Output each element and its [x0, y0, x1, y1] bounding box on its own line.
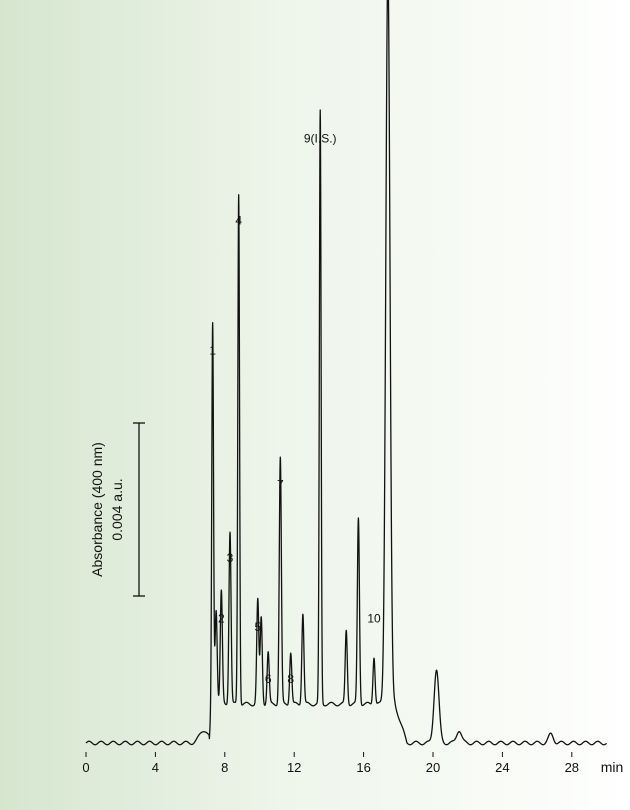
scale-bar-label-line2: 0.004 a.u.	[109, 478, 125, 540]
peak-label-2: 2	[218, 612, 225, 626]
x-tick-label-5: 20	[426, 760, 440, 775]
x-tick-label-7: 28	[565, 760, 579, 775]
x-tick-label-4: 16	[356, 760, 370, 775]
x-tick-label-1: 4	[152, 760, 159, 775]
peak-label-4: 4	[235, 214, 242, 228]
peak-label-5: 5	[254, 620, 261, 634]
x-tick-label-0: 0	[82, 760, 89, 775]
scale-bar-label-line1: Absorbance (400 nm)	[89, 442, 105, 577]
peak-labels: 1 2 3 4 5 6 7 8 9(I.S.) 10	[209, 132, 381, 687]
chromatogram-trace-group	[85, 0, 607, 746]
peak-label-6: 6	[265, 672, 272, 686]
x-tick-label-2: 8	[221, 760, 228, 775]
peak-label-1: 1	[209, 343, 216, 357]
peak-label-8: 8	[287, 672, 294, 686]
peak-label-3: 3	[227, 551, 234, 565]
x-tick-label-3: 12	[287, 760, 301, 775]
peak-label-7: 7	[277, 478, 284, 492]
x-axis: 0 4 8 12 16 20 24 28 min	[82, 752, 623, 775]
x-tick-label-6: 24	[495, 760, 509, 775]
x-unit-label: min	[601, 759, 624, 775]
peak-label-9: 9(I.S.)	[304, 132, 337, 146]
absorbance-scale-bar: Absorbance (400 nm) 0.004 a.u.	[89, 422, 145, 597]
peak-label-10: 10	[367, 612, 381, 626]
chromatogram-trace	[85, 0, 607, 746]
